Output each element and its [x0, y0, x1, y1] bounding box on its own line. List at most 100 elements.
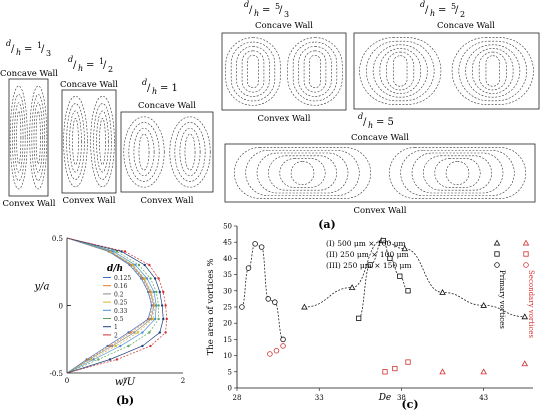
- concave-wall-label: Concave Wall: [138, 101, 196, 111]
- c-data-point: [267, 351, 273, 357]
- panel-c-label: (c): [401, 398, 418, 411]
- streamline-ring: [434, 158, 481, 188]
- c-secondary-vortices-label: Secondary vortices: [527, 270, 535, 338]
- streamline-ring: [99, 117, 106, 166]
- streamline-ring: [184, 133, 196, 171]
- streamline-ring: [133, 127, 155, 177]
- c-legend-entry: (III) 250 μm × 150 μm: [326, 261, 412, 270]
- streamline-ring: [179, 127, 201, 177]
- vortex-box-0: [8, 78, 49, 197]
- b-profile-point: [112, 250, 115, 253]
- c-legend-marker-primary: [494, 262, 500, 268]
- b-legend-entry: 0.33: [114, 308, 128, 315]
- concave-wall-label: Concave Wall: [437, 21, 495, 31]
- streamline-ring: [29, 85, 48, 190]
- c-legend-marker-secondary: [523, 251, 529, 257]
- c-legend-entry: (I) 500 μm × 100 μm: [326, 239, 406, 248]
- vortex-box-outline: [120, 111, 214, 193]
- ratio-den: h: [78, 64, 83, 73]
- c-data-point: [392, 365, 398, 372]
- vortex-box-4: [353, 32, 540, 110]
- streamline-ring: [445, 161, 470, 185]
- panel-a-label: (a): [318, 218, 336, 231]
- streamline-ring: [12, 94, 26, 181]
- ratio-value-den: 3: [46, 49, 51, 58]
- c-data-point: [252, 241, 258, 247]
- b-profile-point: [127, 331, 130, 334]
- ratio-slash: /: [147, 83, 151, 94]
- c-data-point: [405, 288, 411, 294]
- vortex-box-outline: [221, 32, 347, 111]
- b-profile-point: [133, 331, 136, 334]
- c-data-point: [280, 336, 286, 343]
- streamline-ring: [309, 54, 321, 89]
- b-profile-point: [160, 304, 164, 307]
- ratio-eq: = 5: [376, 117, 394, 128]
- ratio-den: h: [16, 48, 21, 57]
- b-profile-point: [127, 344, 130, 348]
- c-data-point: [273, 347, 280, 354]
- c-legend-marker-secondary: [522, 239, 530, 246]
- panel-c-vortex-area-chart: 0 5 10 15 20 25 30 35 40 45 50 28 33 38 43 The area of …: [206, 223, 535, 412]
- b-profile-line-5: [66, 237, 159, 374]
- concave-wall-label: Concave Wall: [351, 133, 409, 143]
- b-profile-point: [119, 344, 122, 348]
- b-profile-line-0: [66, 237, 153, 374]
- b-x-tick-label: 1: [123, 377, 127, 385]
- c-primary-vortices-label: Primary vortices: [498, 270, 506, 329]
- ratio-value-num: 5: [451, 2, 456, 11]
- b-legend-entry: 0.5: [114, 316, 124, 323]
- c-data-point: [380, 237, 386, 244]
- b-profile-point: [157, 277, 160, 280]
- ratio-slash: /: [73, 60, 77, 71]
- vortex-box-2: [120, 111, 214, 193]
- streamline-ring: [31, 94, 45, 181]
- b-profile-point: [148, 263, 151, 267]
- c-data-point: [265, 296, 271, 302]
- streamline-ring: [33, 102, 43, 173]
- c-data-point: [301, 303, 308, 310]
- b-profile-point: [97, 358, 100, 361]
- c-y-tick-label: 25: [223, 304, 232, 312]
- streamline-ring: [93, 103, 112, 180]
- b-profile-point: [129, 331, 132, 334]
- b-legend-entry: 0.2: [114, 291, 124, 298]
- ratio-slash: /: [363, 117, 367, 128]
- streamline-ring: [174, 122, 206, 182]
- ratio-label-5: d/h = 5: [358, 112, 394, 130]
- ratio-value-slash: /: [279, 5, 283, 16]
- streamline-ring: [379, 48, 421, 94]
- b-profile-point: [143, 277, 146, 280]
- b-profile-point: [151, 317, 155, 321]
- ratio-den: h: [368, 121, 373, 130]
- streamline-ring: [35, 110, 41, 165]
- ratio-value-num: 5: [275, 2, 280, 11]
- ratio-eq: = 1: [160, 83, 178, 94]
- b-y-tick-label: 0.5: [52, 235, 63, 243]
- vortex-box-outline: [224, 143, 536, 203]
- streamline-ring: [423, 155, 492, 191]
- ratio-slash: /: [11, 44, 15, 55]
- streamline-ring: [303, 50, 327, 93]
- c-y-tick-label: 15: [223, 336, 232, 344]
- c-data-point: [387, 255, 393, 262]
- c-y-tick-label: 5: [228, 368, 232, 376]
- convex-wall-label: Convex Wall: [141, 196, 194, 206]
- ratio-slash: /: [249, 5, 253, 16]
- ratio-label-0: d/h = 1/3: [6, 39, 51, 58]
- streamline-ring: [359, 37, 442, 105]
- c-x-tick-label: 33: [315, 394, 324, 402]
- streamline-ring: [230, 41, 276, 102]
- streamline-ring: [400, 149, 515, 197]
- b-profile-point: [158, 331, 161, 334]
- b-profile-point: [145, 277, 149, 280]
- c-y-axis-label: The area of vortices %: [206, 259, 216, 356]
- c-data-point: [521, 360, 529, 367]
- b-profile-point: [108, 358, 112, 361]
- streamline-ring: [386, 51, 415, 91]
- concave-wall-label: Concave Wall: [255, 21, 313, 31]
- b-profile-point: [155, 304, 158, 307]
- c-data-point: [439, 368, 446, 375]
- c-y-tick-label: 10: [223, 352, 232, 360]
